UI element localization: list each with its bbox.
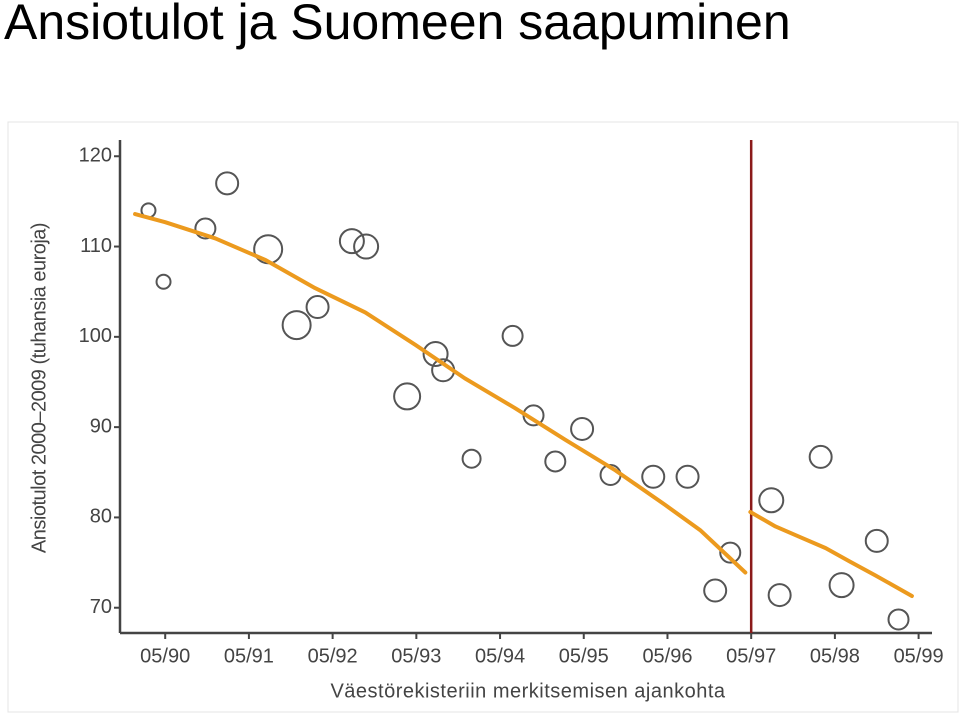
bubble bbox=[194, 217, 217, 240]
bubble bbox=[675, 464, 700, 489]
bubble bbox=[353, 233, 380, 260]
bubble bbox=[887, 608, 910, 631]
y-axis-label: Ansiotulot 2000–2009 (tuhansia euroja) bbox=[28, 223, 50, 553]
bubble bbox=[570, 416, 595, 441]
trend-line bbox=[133, 212, 748, 575]
x-tick-label: 05/94 bbox=[475, 645, 525, 667]
x-tick-label: 05/92 bbox=[308, 645, 358, 667]
x-tick-label: 05/95 bbox=[559, 645, 609, 667]
x-tick-label: 05/99 bbox=[894, 645, 944, 667]
y-tick-label: 70 bbox=[90, 596, 112, 618]
bubble bbox=[155, 273, 172, 290]
bubble bbox=[393, 382, 422, 411]
bubble bbox=[338, 228, 365, 255]
y-tick-label: 90 bbox=[90, 415, 112, 437]
y-tick-label: 120 bbox=[79, 145, 112, 167]
bubble bbox=[461, 448, 482, 469]
bubble bbox=[422, 340, 449, 367]
bubble bbox=[808, 444, 833, 469]
x-tick-label: 05/93 bbox=[391, 645, 441, 667]
y-tick-label: 100 bbox=[79, 325, 112, 347]
x-tick-label: 05/96 bbox=[642, 645, 692, 667]
bubble bbox=[641, 464, 666, 489]
x-axis-label: Väestörekisteriin merkitsemisen ajankoht… bbox=[330, 680, 725, 702]
bubble bbox=[501, 324, 524, 347]
x-tick-label: 05/91 bbox=[224, 645, 274, 667]
bubble bbox=[703, 578, 728, 603]
bubble bbox=[828, 572, 855, 599]
bubble bbox=[864, 528, 889, 553]
y-tick-label: 110 bbox=[80, 235, 112, 257]
page-title: Ansiotulot ja Suomeen saapuminen bbox=[4, 0, 791, 50]
bubble bbox=[281, 310, 312, 341]
bubble bbox=[758, 487, 785, 514]
bubble bbox=[767, 583, 792, 608]
bubble bbox=[305, 295, 330, 320]
trend-line bbox=[748, 510, 914, 598]
bubble bbox=[544, 450, 567, 473]
x-tick-label: 05/97 bbox=[726, 645, 776, 667]
x-tick-label: 05/90 bbox=[140, 645, 190, 667]
bubble bbox=[719, 541, 742, 564]
y-tick-label: 80 bbox=[90, 506, 112, 528]
x-tick-label: 05/98 bbox=[810, 645, 860, 667]
bubble bbox=[215, 171, 240, 196]
chart-panel bbox=[7, 121, 959, 713]
